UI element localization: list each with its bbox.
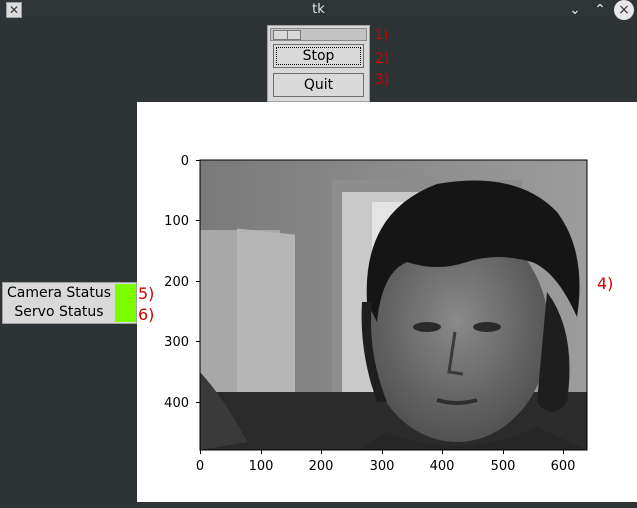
chevron-down-icon[interactable]: ⌄ (569, 2, 581, 18)
x-axis: 0 100 200 300 400 500 600 (196, 450, 576, 474)
y-tick-label: 0 (181, 154, 189, 169)
y-tick-label: 200 (164, 275, 189, 290)
y-tick-label: 100 (164, 214, 189, 229)
scale-widget[interactable] (270, 28, 367, 41)
status-indicator (115, 284, 136, 322)
close-icon[interactable]: × (614, 0, 634, 20)
scale-slider-handle[interactable] (273, 30, 301, 40)
x-tick-label: 100 (249, 459, 274, 474)
annotation-2: 2) (375, 51, 390, 67)
y-tick-label: 400 (164, 396, 189, 411)
webcam-image (200, 160, 587, 450)
stop-button[interactable]: Stop (273, 44, 364, 68)
control-panel: Stop Quit (267, 25, 370, 102)
annotation-4: 4) (597, 274, 614, 293)
window-title: tk (312, 2, 325, 17)
window-titlebar: ✕ tk ⌄ ⌃ × (0, 0, 637, 20)
y-tick-label: 300 (164, 335, 189, 350)
quit-button[interactable]: Quit (273, 73, 364, 97)
axes-frame (199, 159, 588, 451)
status-panel: Camera Status Servo Status (2, 282, 137, 324)
servo-status-label: Servo Status (14, 304, 104, 320)
annotation-6: 6) (138, 305, 155, 324)
x-tick-label: 300 (370, 459, 395, 474)
x-tick-label: 400 (430, 459, 455, 474)
x-window-icon: ✕ (6, 2, 22, 18)
x-tick-label: 600 (551, 459, 576, 474)
x-tick-label: 200 (309, 459, 334, 474)
camera-figure-canvas: 0 100 200 300 400 0 100 200 300 400 500 … (137, 102, 637, 502)
camera-plot: 0 100 200 300 400 0 100 200 300 400 500 … (164, 154, 588, 474)
y-axis: 0 100 200 300 400 (164, 154, 200, 411)
chevron-up-icon[interactable]: ⌃ (594, 2, 606, 18)
annotation-1: 1) (375, 28, 389, 43)
x-tick-label: 500 (491, 459, 516, 474)
annotation-3: 3) (375, 72, 390, 88)
x-tick-label: 0 (196, 459, 204, 474)
annotation-5: 5) (138, 284, 155, 303)
camera-status-label: Camera Status (6, 285, 111, 301)
